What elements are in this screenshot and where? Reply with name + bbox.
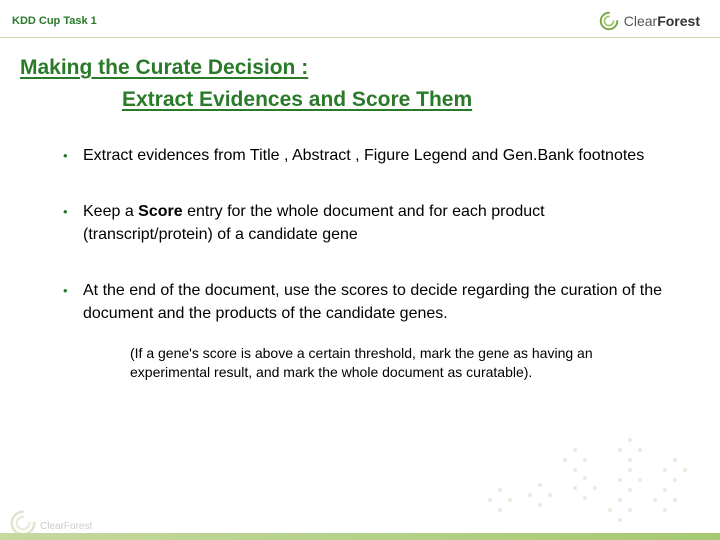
slide-footer: ClearForest (0, 480, 720, 540)
footer-bar (0, 533, 720, 540)
bullet-text: Keep a Score entry for the whole documen… (83, 201, 665, 246)
dots-pattern-icon (470, 430, 700, 530)
bullet-text: Extract evidences from Title , Abstract … (83, 145, 644, 167)
logo-swirl-icon (598, 10, 620, 32)
footer-swirl-icon (8, 508, 38, 538)
slide-header: KDD Cup Task 1 ClearForest (0, 0, 720, 37)
bullet-item: • Extract evidences from Title , Abstrac… (55, 145, 665, 167)
bullet-item: • Keep a Score entry for the whole docum… (55, 201, 665, 246)
bullet-marker-icon: • (55, 145, 83, 167)
bullet-text: At the end of the document, use the scor… (83, 280, 665, 325)
slide-title: Making the Curate Decision : Extract Evi… (0, 38, 720, 125)
title-line-2: Extract Evidences and Score Them (20, 84, 700, 116)
slide-content: • Extract evidences from Title , Abstrac… (0, 125, 720, 382)
logo-text-light: Clear (624, 13, 657, 29)
footnote-text: (If a gene's score is above a certain th… (55, 344, 665, 382)
bullet-text-pre: Keep a (83, 203, 138, 220)
bullet-text-bold: Score (138, 203, 182, 220)
header-label: KDD Cup Task 1 (12, 15, 97, 27)
bullet-marker-icon: • (55, 201, 83, 246)
logo-text-bold: Forest (657, 13, 700, 29)
title-line-1: Making the Curate Decision : (20, 52, 700, 84)
logo-text: ClearForest (624, 13, 700, 29)
bullet-marker-icon: • (55, 280, 83, 325)
logo: ClearForest (598, 10, 700, 32)
footer-label: ClearForest (40, 521, 92, 532)
bullet-item: • At the end of the document, use the sc… (55, 280, 665, 325)
